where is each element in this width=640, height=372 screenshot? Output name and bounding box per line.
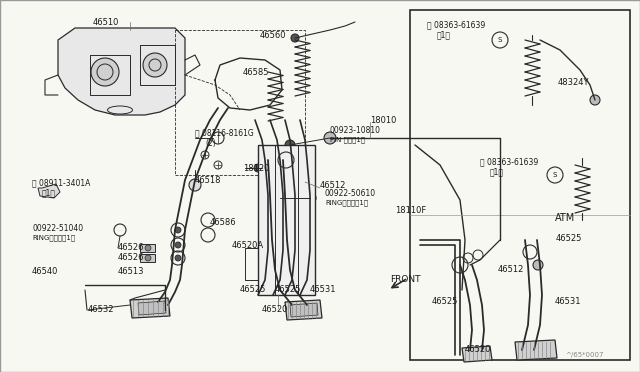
Text: 46540: 46540 xyxy=(32,267,58,276)
Polygon shape xyxy=(140,254,155,262)
Text: 00922-51040: 00922-51040 xyxy=(32,224,83,232)
Text: 18110F: 18110F xyxy=(395,205,426,215)
Circle shape xyxy=(495,133,505,143)
Circle shape xyxy=(590,95,600,105)
Text: 46518: 46518 xyxy=(195,176,221,185)
Text: 46525: 46525 xyxy=(240,285,266,295)
Polygon shape xyxy=(58,28,185,115)
Text: 46586: 46586 xyxy=(210,218,237,227)
Text: 46512: 46512 xyxy=(498,266,524,275)
Text: Ⓑ 08116-8161G: Ⓑ 08116-8161G xyxy=(195,128,253,138)
Circle shape xyxy=(145,245,151,251)
Text: ^/65*0007: ^/65*0007 xyxy=(565,352,604,358)
Circle shape xyxy=(254,164,262,172)
Text: 18120: 18120 xyxy=(243,164,269,173)
Circle shape xyxy=(533,260,543,270)
Polygon shape xyxy=(130,298,170,318)
Circle shape xyxy=(291,34,299,42)
Text: 46510: 46510 xyxy=(93,17,120,26)
Text: 46513: 46513 xyxy=(118,267,145,276)
Circle shape xyxy=(324,132,336,144)
Circle shape xyxy=(285,140,295,150)
Polygon shape xyxy=(138,301,166,315)
Text: 〈1〉: 〈1〉 xyxy=(490,167,504,176)
Text: RINGリング〈1〉: RINGリング〈1〉 xyxy=(325,200,368,206)
Text: 46531: 46531 xyxy=(310,285,337,295)
Text: S: S xyxy=(553,172,557,178)
Text: 46520: 46520 xyxy=(262,305,289,314)
Text: 18010: 18010 xyxy=(370,115,396,125)
Polygon shape xyxy=(140,244,155,252)
Text: Ⓢ 08363-61639: Ⓢ 08363-61639 xyxy=(480,157,538,167)
Text: 46525: 46525 xyxy=(275,285,301,295)
Text: 46560: 46560 xyxy=(260,31,287,39)
Text: 46526: 46526 xyxy=(118,244,145,253)
Text: ATM: ATM xyxy=(555,213,575,223)
Polygon shape xyxy=(515,340,557,360)
Text: 46525: 46525 xyxy=(556,234,582,243)
Circle shape xyxy=(91,58,119,86)
Polygon shape xyxy=(285,300,322,320)
Circle shape xyxy=(143,53,167,77)
Polygon shape xyxy=(258,145,315,295)
Text: RINGリング〈1〉: RINGリング〈1〉 xyxy=(32,235,75,241)
Text: 〈1〉: 〈1〉 xyxy=(437,31,451,39)
Text: Ⓢ 08363-61639: Ⓢ 08363-61639 xyxy=(427,20,485,29)
Text: 46520: 46520 xyxy=(465,346,492,355)
Polygon shape xyxy=(290,303,318,317)
Text: PIN ビン〈1〉: PIN ビン〈1〉 xyxy=(330,137,365,143)
Text: 48324Y: 48324Y xyxy=(558,77,589,87)
Text: 46532: 46532 xyxy=(88,305,115,314)
Text: 46520A: 46520A xyxy=(232,241,264,250)
Polygon shape xyxy=(38,184,60,198)
Text: 〈1〉: 〈1〉 xyxy=(42,189,56,198)
Text: 46512: 46512 xyxy=(320,180,346,189)
Circle shape xyxy=(189,179,201,191)
Text: 46585: 46585 xyxy=(243,67,269,77)
Text: Ⓝ 08911-3401A: Ⓝ 08911-3401A xyxy=(32,179,90,187)
Circle shape xyxy=(175,255,181,261)
Text: FRONT: FRONT xyxy=(390,276,420,285)
Text: (2): (2) xyxy=(205,138,216,148)
Text: 00922-50610: 00922-50610 xyxy=(325,189,376,198)
Circle shape xyxy=(175,242,181,248)
Text: S: S xyxy=(498,37,502,43)
Text: 46526: 46526 xyxy=(118,253,145,263)
Circle shape xyxy=(175,227,181,233)
Polygon shape xyxy=(462,346,492,362)
Polygon shape xyxy=(410,10,630,360)
Circle shape xyxy=(145,255,151,261)
Text: 46531: 46531 xyxy=(555,298,582,307)
Text: 46525: 46525 xyxy=(432,298,458,307)
Text: 00923-10810: 00923-10810 xyxy=(330,125,381,135)
